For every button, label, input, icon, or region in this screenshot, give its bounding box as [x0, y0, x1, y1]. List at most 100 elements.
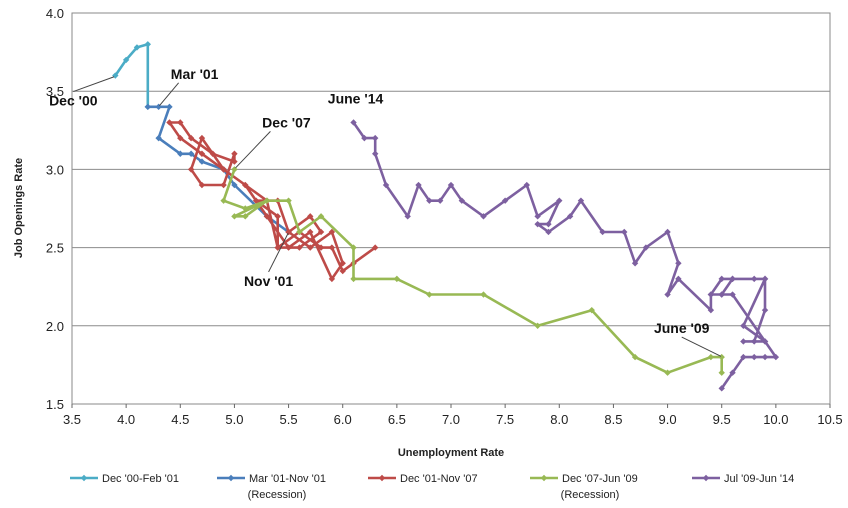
annotation-label: June '14	[328, 90, 384, 106]
data-point	[231, 158, 238, 165]
legend-marker	[80, 474, 88, 482]
data-point	[404, 213, 411, 220]
data-point	[350, 275, 357, 283]
series-0	[112, 41, 151, 111]
legend-item: Dec '07-Jun '09 (Recession)	[530, 473, 638, 501]
data-point	[729, 369, 736, 376]
data-point	[231, 181, 238, 189]
data-point	[242, 213, 249, 220]
data-point	[729, 275, 736, 283]
data-point	[588, 306, 595, 314]
data-point	[447, 181, 455, 189]
data-point	[339, 267, 346, 275]
data-point	[252, 197, 260, 204]
x-tick-label: 5.0	[225, 412, 243, 427]
data-point	[166, 119, 173, 126]
data-point	[242, 205, 249, 212]
x-tick-label: 8.5	[604, 412, 622, 427]
x-tick-label: 3.5	[63, 412, 81, 427]
data-point	[187, 166, 195, 173]
y-tick-label: 2.0	[46, 319, 64, 334]
legend-marker	[702, 474, 710, 482]
data-point	[328, 228, 336, 236]
data-point	[198, 150, 206, 157]
legend-label: Dec '00-Feb '01	[102, 473, 179, 485]
data-point	[285, 244, 292, 251]
data-point	[263, 197, 271, 204]
x-axis-title: Unemployment Rate	[398, 447, 504, 459]
data-point	[393, 275, 401, 283]
data-point	[631, 260, 639, 267]
data-point	[177, 134, 184, 142]
data-point	[761, 275, 769, 283]
data-point	[458, 197, 466, 204]
data-point	[177, 150, 184, 157]
legend-note: (Recession)	[561, 489, 620, 501]
data-point	[675, 260, 682, 267]
data-point	[740, 353, 747, 361]
data-point	[545, 220, 552, 228]
data-point	[144, 41, 151, 48]
series-4	[350, 119, 780, 392]
data-point	[707, 353, 715, 361]
data-point	[187, 150, 195, 157]
data-point	[263, 213, 271, 220]
legend-item: Mar '01-Nov '01 (Recession)	[217, 473, 326, 501]
data-point	[740, 338, 747, 345]
data-point	[751, 353, 758, 361]
data-point	[372, 134, 379, 142]
x-tick-label: 6.5	[388, 412, 406, 427]
data-point	[415, 181, 422, 189]
x-tick-label: 4.0	[117, 412, 135, 427]
data-point	[133, 44, 141, 51]
y-axis-ticks: 1.5 2.0 2.5 3.0 3.5 4.0	[46, 6, 64, 412]
legend-item: Jul '09-Jun '14	[692, 473, 794, 485]
data-point	[220, 166, 227, 173]
data-point	[480, 291, 487, 298]
data-point	[729, 291, 736, 298]
data-point	[187, 134, 195, 142]
legend-note: (Recession)	[248, 489, 307, 501]
data-point	[718, 291, 725, 298]
annotation-leader	[268, 232, 289, 273]
annotation-label: June '09	[654, 320, 710, 336]
data-point	[664, 228, 671, 236]
data-point	[307, 213, 314, 220]
data-point	[144, 103, 151, 111]
data-point	[382, 181, 390, 189]
data-point	[631, 353, 639, 361]
data-point	[155, 103, 162, 111]
data-point	[664, 369, 671, 376]
x-tick-label: 9.0	[659, 412, 677, 427]
annotation-label: Dec '07	[262, 114, 311, 130]
x-tick-label: 7.5	[496, 412, 514, 427]
series-line	[222, 168, 723, 374]
data-point	[751, 338, 758, 345]
data-point	[751, 275, 758, 283]
data-point	[534, 322, 541, 329]
x-tick-label: 10.5	[817, 412, 842, 427]
data-point	[718, 275, 725, 283]
annotation-label: Mar '01	[171, 66, 219, 82]
annotation-layer: Dec '00 Mar '01 Dec '07 Nov '01 June '14 June…	[49, 66, 722, 357]
data-point	[112, 72, 119, 79]
data-point	[599, 228, 606, 236]
legend-marker	[540, 474, 548, 482]
data-point	[534, 213, 541, 220]
legend-marker	[227, 474, 235, 482]
legend-label: Dec '01-Nov '07	[400, 473, 478, 485]
data-point	[209, 150, 216, 157]
annotation-label: Dec '00	[49, 93, 98, 109]
x-tick-label: 8.0	[550, 412, 568, 427]
data-point	[566, 213, 574, 220]
legend: Dec '00-Feb '01 Mar '01-Nov '01 (Recession…	[70, 473, 794, 501]
y-axis-title: Job Openings Rate	[13, 158, 25, 258]
data-point	[761, 306, 769, 314]
data-point	[296, 228, 303, 236]
data-point	[307, 244, 314, 251]
data-point	[675, 275, 682, 283]
data-point	[361, 134, 368, 142]
data-point	[198, 158, 206, 165]
legend-label: Jul '09-Jun '14	[724, 473, 794, 485]
